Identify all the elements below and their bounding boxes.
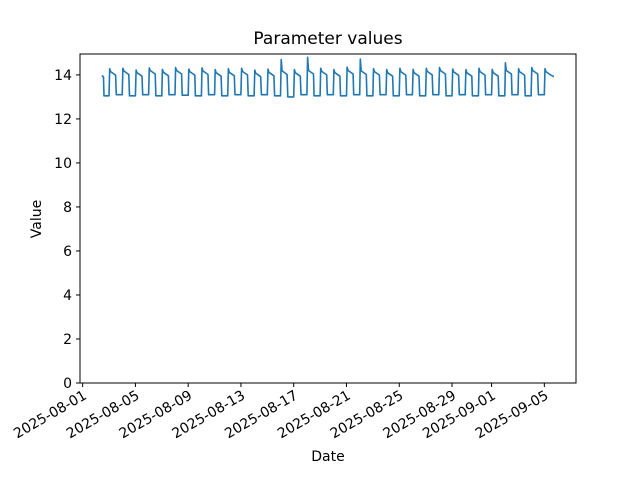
y-tick-label: 8 — [63, 200, 72, 216]
series-line — [101, 56, 555, 98]
y-tick-label: 6 — [63, 244, 72, 260]
y-tick-label: 14 — [54, 68, 72, 84]
y-tick-label: 2 — [63, 332, 72, 348]
axis-ticks — [76, 74, 545, 387]
y-axis-label: Value — [29, 200, 45, 238]
y-tick-label: 10 — [54, 156, 72, 172]
y-tick-label: 0 — [63, 376, 72, 392]
y-tick-label: 4 — [63, 288, 72, 304]
x-axis-label: Date — [311, 449, 344, 465]
chart-title: Parameter values — [253, 29, 402, 49]
y-tick-label: 12 — [54, 112, 72, 128]
plot-area — [79, 53, 577, 384]
